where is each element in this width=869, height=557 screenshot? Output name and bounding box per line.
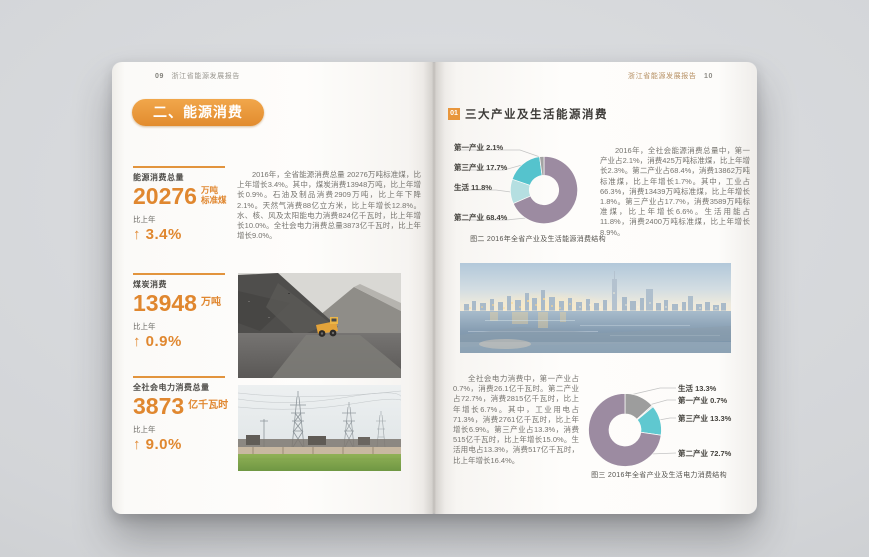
page-header-left: 09 浙江省能源发展报告 [150,71,240,81]
stat-change: ↑ 9.0% [133,436,182,454]
dump-truck-icon [316,317,338,337]
report-title-right: 浙江省能源发展报告 [628,73,697,80]
page-right: 浙江省能源发展报告 10 01 三大产业及生活能源消费 [434,62,757,514]
stat-rule [133,166,225,168]
photo-city-skyline [460,263,731,353]
figure3-caption: 图三 2016年全省产业及生活电力消费结构 [591,472,727,479]
stat-compare-label: 比上年 [133,322,156,332]
photo-coal-mine-truck [238,273,401,378]
stat-block-electricity: 全社会电力消费总量 3873 亿千瓦时 比上年 ↑ 9.0% [133,376,243,453]
stat-label: 全社会电力消费总量 [133,383,210,392]
stat-block-coal: 煤炭消费 13948 万吨 比上年 ↑ 0.9% [133,273,243,350]
stat-rule [133,273,225,275]
stat-compare-label: 比上年 [133,425,156,435]
stat-unit: 万吨 [200,297,221,309]
stat-value: 20276 [133,183,197,209]
section-title-pill: 二、能源消费 [132,99,264,126]
legend-item-secondary-industry: 第二产业 68.4% [454,213,508,222]
stat-unit: 亿千瓦时 [188,400,229,412]
donut-chart-energy-structure [509,155,579,225]
photo-power-pylons [238,385,401,471]
stat-value: 3873 [133,393,185,419]
report-spread: 09 浙江省能源发展报告 二、能源消费 能源消费总量 20276 万吨 标准煤 … [112,62,757,514]
legend-item-tertiary-industry: 第三产业 17.7% [454,163,508,172]
stat-change: ↑ 3.4% [133,226,182,244]
energy-paragraph: 2016年，全社会能源消费总量中，第一产业占2.1%，消费425万吨标准煤，比上… [600,146,750,237]
legend-item-secondary-industry-power: 第二产业 72.7% [678,449,732,458]
section-heading-title: 三大产业及生活能源消费 [465,109,608,121]
section-number-badge: 01 [448,108,460,120]
stat-unit-line2: 标准煤 [200,195,227,206]
report-title-left: 浙江省能源发展报告 [171,73,240,80]
section-title-text: 二、能源消费 [153,104,243,120]
page-number-right: 10 [704,73,713,80]
legend-item-residential: 生活 11.8% [454,183,492,192]
stat-label: 煤炭消费 [133,280,167,289]
stat-block-energy-total: 能源消费总量 20276 万吨 标准煤 比上年 ↑ 3.4% [133,166,243,243]
stat-label: 能源消费总量 [133,173,184,182]
stat-change: ↑ 0.9% [133,333,182,351]
stat-value: 13948 [133,290,197,316]
legend-item-residential-power: 生活 13.3% [678,384,717,393]
donut-chart-power-structure [587,392,663,468]
section-heading: 01 三大产业及生活能源消费 [448,106,608,122]
legend-item-primary-industry-power: 第一产业 0.7% [678,396,728,405]
legend-item-primary-industry: 第一产业 2.1% [454,143,504,152]
page-left: 09 浙江省能源发展报告 二、能源消费 能源消费总量 20276 万吨 标准煤 … [112,62,434,514]
stat-unit-line1: 万吨 [200,185,218,196]
stat-rule [133,376,225,378]
coal-mine-illustration [238,273,401,378]
pylons-illustration [238,385,401,471]
power-paragraph: 全社会电力消费中，第一产业占0.7%，消费26.1亿千瓦时。第二产业占72.7%… [453,374,579,465]
page-header-right: 浙江省能源发展报告 10 [628,71,718,81]
stat-unit: 万吨 标准煤 [201,186,227,206]
stat-compare-label: 比上年 [133,215,156,225]
figure2-caption: 图二 2016年全省产业及生活能源消费结构 [470,236,606,243]
page-number-left: 09 [155,73,164,80]
city-skyline-illustration [460,263,731,353]
intro-paragraph: 2016年，全省能源消费总量 20276万吨标准煤，比上年增长3.4%。其中，煤… [237,170,421,241]
legend-item-tertiary-industry-power: 第三产业 13.3% [678,414,732,423]
